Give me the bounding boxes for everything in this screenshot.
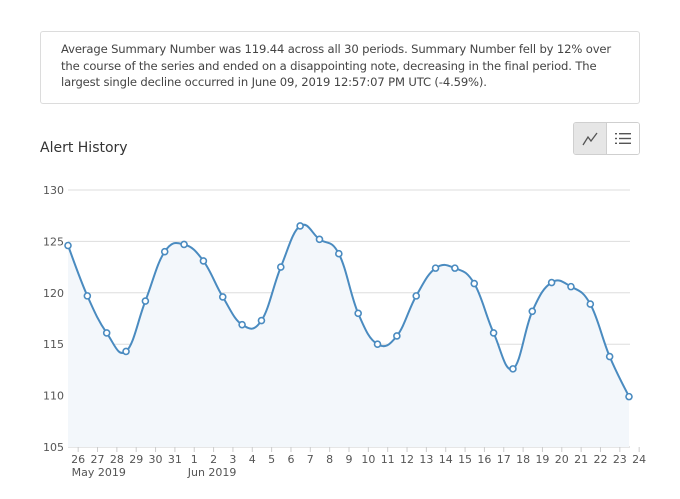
- x-tick-label: 31: [168, 453, 182, 466]
- data-point[interactable]: [83, 292, 92, 300]
- x-axis: 26 27 28 29 30 31 1 2 3 4 5 6 7 8 9 10 11 12 13 14 15 16 17 18 1…: [71, 447, 646, 479]
- x-tick-label: 18: [516, 453, 530, 466]
- data-point[interactable]: [238, 320, 246, 329]
- x-tick-label: 5: [268, 453, 275, 466]
- y-tick-label: 125: [43, 235, 64, 248]
- x-tick-label: 15: [458, 453, 472, 466]
- list-icon: [614, 133, 631, 144]
- data-point[interactable]: [547, 278, 556, 287]
- x-tick-label: 4: [249, 453, 256, 466]
- data-point[interactable]: [605, 352, 614, 361]
- chart-view-button[interactable]: [574, 123, 607, 154]
- y-tick-label: 120: [43, 287, 64, 300]
- x-tick-label: 22: [593, 453, 607, 466]
- panel-title: Alert History: [40, 140, 128, 156]
- summary-box: Average Summary Number was 119.44 across…: [40, 31, 640, 104]
- line-chart-icon: [582, 132, 598, 145]
- y-tick-label: 110: [43, 390, 64, 403]
- data-point[interactable]: [354, 309, 362, 318]
- x-tick-label: 1: [191, 453, 198, 466]
- y-tick-label: 130: [43, 184, 64, 197]
- y-tick-label: 115: [43, 338, 64, 351]
- data-point[interactable]: [122, 347, 130, 356]
- data-point[interactable]: [470, 279, 479, 288]
- data-point[interactable]: [141, 297, 150, 305]
- data-point[interactable]: [625, 392, 633, 401]
- x-group-label: Jun 2019: [187, 466, 237, 479]
- x-tick-label: 28: [110, 453, 124, 466]
- x-tick-label: 16: [477, 453, 491, 466]
- x-tick-label: 21: [574, 453, 588, 466]
- x-tick-label: 27: [91, 453, 105, 466]
- data-point[interactable]: [412, 292, 421, 300]
- x-tick-label: 24: [632, 453, 646, 466]
- data-point[interactable]: [567, 282, 575, 291]
- x-tick-label: 13: [419, 453, 433, 466]
- data-point[interactable]: [102, 329, 111, 337]
- x-tick-label: 19: [535, 453, 549, 466]
- series-area: [68, 224, 629, 447]
- data-point[interactable]: [489, 329, 498, 337]
- data-point[interactable]: [257, 316, 266, 325]
- x-tick-label: 3: [229, 453, 236, 466]
- data-point[interactable]: [296, 222, 304, 230]
- x-tick-label: 23: [613, 453, 627, 466]
- data-point[interactable]: [315, 235, 324, 244]
- x-tick-label: 20: [555, 453, 569, 466]
- data-point[interactable]: [528, 307, 537, 316]
- x-tick-label: 9: [346, 453, 353, 466]
- x-tick-label: 7: [307, 453, 314, 466]
- data-point[interactable]: [218, 293, 227, 301]
- x-tick-label: 12: [400, 453, 414, 466]
- y-axis: 105 110 115 120 125 130: [43, 184, 64, 454]
- x-tick-label: 17: [497, 453, 511, 466]
- view-toggle: [573, 122, 640, 155]
- data-point[interactable]: [276, 263, 285, 271]
- x-tick-label: 11: [381, 453, 395, 466]
- data-point[interactable]: [393, 332, 401, 340]
- data-point[interactable]: [64, 241, 72, 250]
- x-tick-label: 30: [149, 453, 163, 466]
- data-point[interactable]: [586, 300, 595, 308]
- summary-text: Average Summary Number was 119.44 across…: [61, 42, 612, 89]
- x-tick-label: 26: [71, 453, 85, 466]
- data-point[interactable]: [509, 365, 517, 373]
- y-tick-label: 105: [43, 441, 64, 454]
- data-point[interactable]: [199, 257, 208, 265]
- data-point[interactable]: [160, 247, 169, 256]
- x-group-label: May 2019: [72, 466, 126, 479]
- x-tick-label: 6: [287, 453, 294, 466]
- x-tick-label: 2: [210, 453, 217, 466]
- data-point[interactable]: [431, 264, 440, 272]
- data-markers: [64, 222, 633, 401]
- x-tick-label: 8: [326, 453, 333, 466]
- data-point[interactable]: [335, 249, 343, 258]
- x-tick-label: 29: [129, 453, 143, 466]
- list-view-button[interactable]: [606, 123, 639, 154]
- x-tick-label: 10: [361, 453, 375, 466]
- data-point[interactable]: [180, 240, 188, 249]
- data-point[interactable]: [373, 340, 382, 349]
- x-tick-label: 14: [439, 453, 453, 466]
- data-point[interactable]: [451, 264, 459, 272]
